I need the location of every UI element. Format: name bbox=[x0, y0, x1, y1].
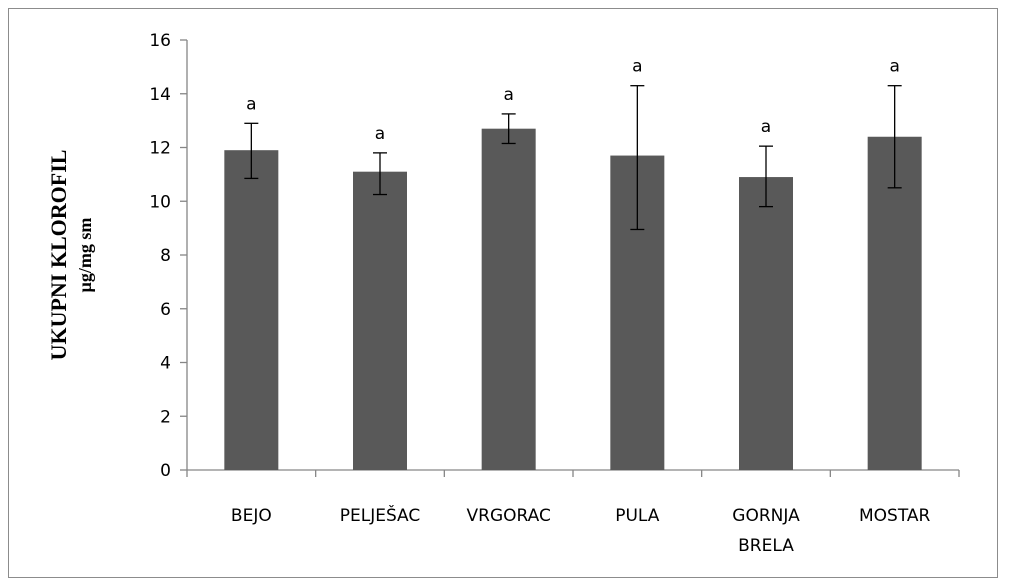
y-axis-label: UKUPNI KLOROFIL µg/mg sm bbox=[46, 150, 95, 361]
significance-label: a bbox=[503, 85, 513, 105]
y-tick-label: 14 bbox=[149, 85, 171, 105]
axes bbox=[180, 39, 960, 477]
category-label: PULA bbox=[615, 506, 660, 526]
category-label: VRGORAC bbox=[467, 506, 551, 526]
bar-chart: UKUPNI KLOROFIL µg/mg sm 0 2 4 6 8 10 12 14 16 a BE… bbox=[46, 31, 960, 556]
bar bbox=[353, 171, 407, 470]
y-tick-label: 12 bbox=[149, 139, 171, 159]
category-label: BRELA bbox=[738, 536, 794, 556]
chart-frame: UKUPNI KLOROFIL µg/mg sm 0 2 4 6 8 10 12 14 16 a BE… bbox=[8, 8, 998, 578]
labels: 0 2 4 6 8 10 12 14 16 a BEJO a PELJEŠAC a VRGORAC a PULA… bbox=[149, 31, 930, 556]
y-tick-label: 8 bbox=[160, 246, 171, 266]
bar bbox=[481, 128, 536, 470]
y-tick-label: 6 bbox=[160, 300, 171, 320]
category-label: PELJEŠAC bbox=[340, 504, 421, 526]
y-tick-label: 2 bbox=[160, 407, 171, 427]
significance-label: a bbox=[375, 124, 385, 144]
significance-label: a bbox=[889, 57, 899, 77]
category-label: MOSTAR bbox=[859, 506, 931, 526]
bars bbox=[224, 85, 922, 470]
significance-label: a bbox=[632, 57, 642, 77]
bar bbox=[224, 150, 279, 470]
category-label: GORNJA bbox=[732, 506, 800, 526]
y-axis-unit: µg/mg sm bbox=[75, 218, 95, 293]
y-tick-label: 16 bbox=[149, 31, 171, 51]
significance-label: a bbox=[246, 94, 256, 114]
bar bbox=[867, 136, 922, 470]
category-label: BEJO bbox=[231, 506, 272, 526]
y-axis-title: UKUPNI KLOROFIL bbox=[46, 150, 71, 361]
y-tick-label: 4 bbox=[160, 354, 171, 374]
bar bbox=[739, 177, 793, 470]
y-tick-label: 10 bbox=[149, 192, 171, 212]
y-tick-label: 0 bbox=[160, 461, 171, 481]
significance-label: a bbox=[761, 117, 771, 137]
